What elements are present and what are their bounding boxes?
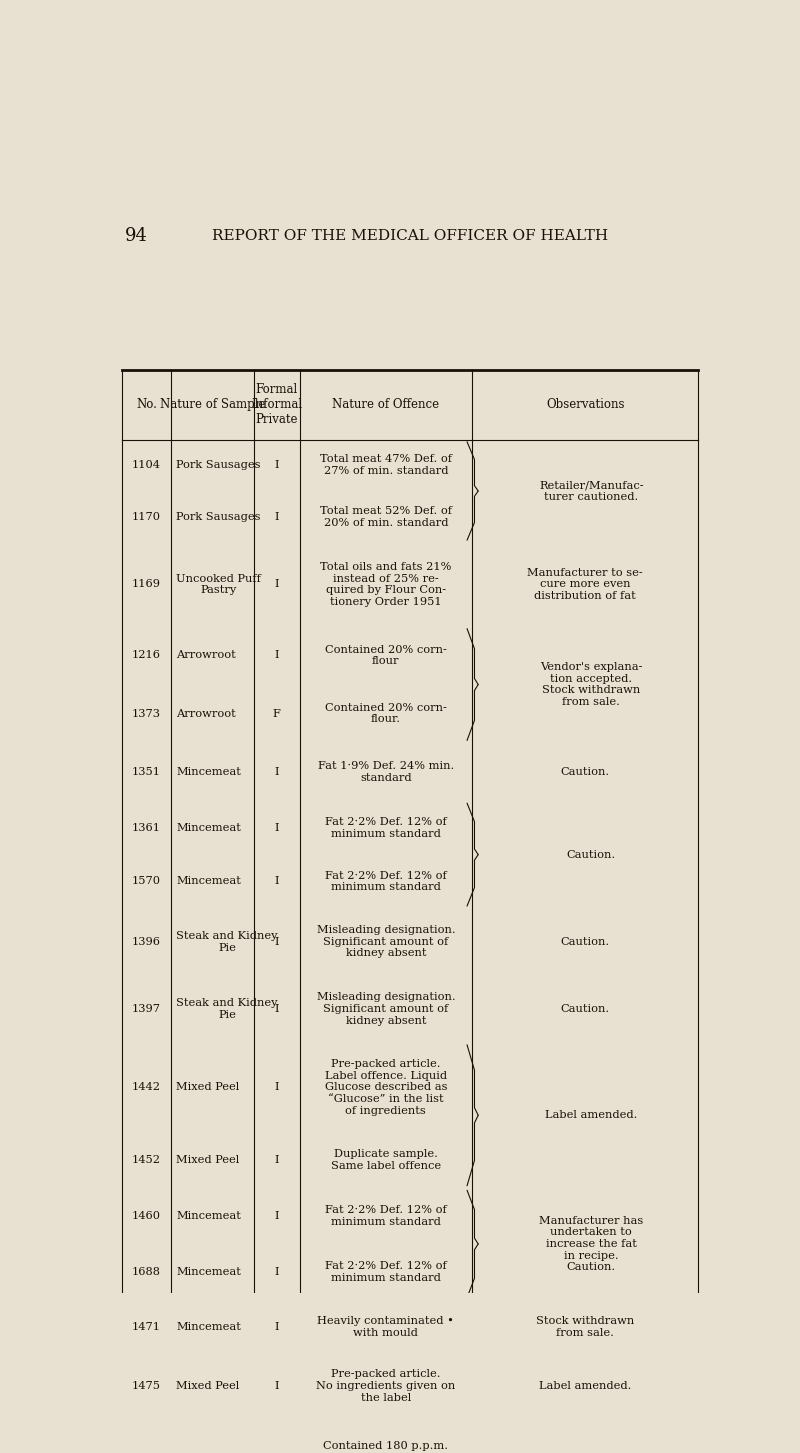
Text: 1216: 1216 — [132, 651, 161, 661]
Text: Label amended.: Label amended. — [539, 1380, 631, 1391]
Text: I: I — [274, 580, 279, 590]
Text: 1688: 1688 — [132, 1267, 161, 1277]
Text: 1570: 1570 — [132, 876, 161, 886]
Text: Arrowroot: Arrowroot — [176, 709, 236, 719]
Text: Nature of Offence: Nature of Offence — [332, 398, 439, 411]
Text: Nature of Sample: Nature of Sample — [160, 398, 266, 411]
Text: Mixed Peel: Mixed Peel — [176, 1155, 239, 1165]
Text: Manufacturer has
undertaken to
increase the fat
in recipe.
Caution.: Manufacturer has undertaken to increase … — [539, 1216, 643, 1273]
Text: Vendor's explana-
tion accepted.
Stock withdrawn
from sale.: Vendor's explana- tion accepted. Stock w… — [540, 663, 642, 708]
Text: Observations: Observations — [546, 398, 624, 411]
Text: 1475: 1475 — [132, 1380, 161, 1391]
Text: Pre-packed article.
Label offence. Liquid
Glucose described as
“Glucose” in the : Pre-packed article. Label offence. Liqui… — [325, 1059, 447, 1116]
Text: Caution.: Caution. — [561, 1004, 610, 1014]
Text: Mixed Peel: Mixed Peel — [176, 1380, 239, 1391]
Text: Fat 2·2% Def. 12% of
minimum standard: Fat 2·2% Def. 12% of minimum standard — [325, 1261, 446, 1283]
Text: I: I — [274, 1267, 279, 1277]
Text: Mixed Peel: Mixed Peel — [176, 1082, 239, 1093]
Text: Fat 2·2% Def. 12% of
minimum standard: Fat 2·2% Def. 12% of minimum standard — [325, 1205, 446, 1226]
Text: 1104: 1104 — [132, 461, 161, 471]
Text: I: I — [274, 1004, 279, 1014]
Text: 94: 94 — [125, 227, 148, 246]
Text: Mincemeat: Mincemeat — [176, 822, 241, 833]
Text: I: I — [274, 1155, 279, 1165]
Text: Mincemeat: Mincemeat — [176, 876, 241, 886]
Text: Pork Sausages: Pork Sausages — [176, 461, 261, 471]
Text: I: I — [274, 822, 279, 833]
Text: Mincemeat: Mincemeat — [176, 1322, 241, 1332]
Text: 1460: 1460 — [132, 1210, 161, 1221]
Text: Steak and Kidney
Pie: Steak and Kidney Pie — [176, 931, 278, 953]
Text: I: I — [274, 1082, 279, 1093]
Text: I: I — [274, 767, 279, 777]
Text: Retailer/Manufac-
turer cautioned.: Retailer/Manufac- turer cautioned. — [539, 479, 644, 501]
Text: Contained 20% corn-
flour: Contained 20% corn- flour — [325, 645, 446, 667]
Text: 1471: 1471 — [132, 1322, 161, 1332]
Text: 1452: 1452 — [132, 1155, 161, 1165]
Text: Pre-packed article.
No ingredients given on
the label: Pre-packed article. No ingredients given… — [316, 1369, 455, 1402]
Text: I: I — [274, 876, 279, 886]
Text: Total meat 52% Def. of
20% of min. standard: Total meat 52% Def. of 20% of min. stand… — [320, 506, 452, 527]
Text: Duplicate sample.
Same label offence: Duplicate sample. Same label offence — [330, 1149, 441, 1171]
Text: 1397: 1397 — [132, 1004, 161, 1014]
Text: 1373: 1373 — [132, 709, 161, 719]
Text: I: I — [274, 651, 279, 661]
Text: No.: No. — [136, 398, 157, 411]
Text: 1169: 1169 — [132, 580, 161, 590]
Text: Total oils and fats 21%
instead of 25% re-
quired by Flour Con-
tionery Order 19: Total oils and fats 21% instead of 25% r… — [320, 562, 451, 607]
Text: Caution.: Caution. — [561, 767, 610, 777]
Text: Fat 1·9% Def. 24% min.
standard: Fat 1·9% Def. 24% min. standard — [318, 761, 454, 783]
Text: I: I — [274, 461, 279, 471]
Text: 1170: 1170 — [132, 511, 161, 522]
Text: 1361: 1361 — [132, 822, 161, 833]
Text: Caution.: Caution. — [566, 850, 616, 860]
Text: Fat 2·2% Def. 12% of
minimum standard: Fat 2·2% Def. 12% of minimum standard — [325, 870, 446, 892]
Text: Pork Sausages: Pork Sausages — [176, 511, 261, 522]
Text: Total meat 47% Def. of
27% of min. standard: Total meat 47% Def. of 27% of min. stand… — [320, 455, 452, 477]
Text: REPORT OF THE MEDICAL OFFICER OF HEALTH: REPORT OF THE MEDICAL OFFICER OF HEALTH — [212, 230, 608, 243]
Text: F: F — [273, 709, 281, 719]
Text: I: I — [274, 511, 279, 522]
Text: 1351: 1351 — [132, 767, 161, 777]
Text: Fat 2·2% Def. 12% of
minimum standard: Fat 2·2% Def. 12% of minimum standard — [325, 817, 446, 838]
Text: Contained 20% corn-
flour.: Contained 20% corn- flour. — [325, 703, 446, 725]
Text: Label amended.: Label amended. — [545, 1110, 638, 1120]
Text: I: I — [274, 1322, 279, 1332]
Text: Mincemeat: Mincemeat — [176, 1210, 241, 1221]
Text: I: I — [274, 1210, 279, 1221]
Text: Mincemeat: Mincemeat — [176, 1267, 241, 1277]
Text: Uncooked Puff
Pastry: Uncooked Puff Pastry — [176, 574, 261, 596]
Text: Mincemeat: Mincemeat — [176, 767, 241, 777]
Text: Caution.: Caution. — [561, 937, 610, 947]
Text: I: I — [274, 1380, 279, 1391]
Text: Misleading designation.
Significant amount of
kidney absent: Misleading designation. Significant amou… — [317, 992, 455, 1026]
Text: Misleading designation.
Significant amount of
kidney absent: Misleading designation. Significant amou… — [317, 926, 455, 959]
Text: 1442: 1442 — [132, 1082, 161, 1093]
Text: Stock withdrawn
from sale.: Stock withdrawn from sale. — [536, 1316, 634, 1338]
Text: I: I — [274, 937, 279, 947]
Text: Manufacturer to se-
cure more even
distribution of fat: Manufacturer to se- cure more even distr… — [527, 568, 643, 602]
Text: Formal
Informal
Private: Formal Informal Private — [251, 384, 302, 426]
Text: Contained 180 p.p.m.
Sulphur dioxide
undeclared: Contained 180 p.p.m. Sulphur dioxide und… — [323, 1441, 448, 1453]
Text: Heavily contaminated •
with mould: Heavily contaminated • with mould — [318, 1316, 454, 1338]
Text: 1396: 1396 — [132, 937, 161, 947]
Text: Arrowroot: Arrowroot — [176, 651, 236, 661]
Text: Steak and Kidney
Pie: Steak and Kidney Pie — [176, 998, 278, 1020]
